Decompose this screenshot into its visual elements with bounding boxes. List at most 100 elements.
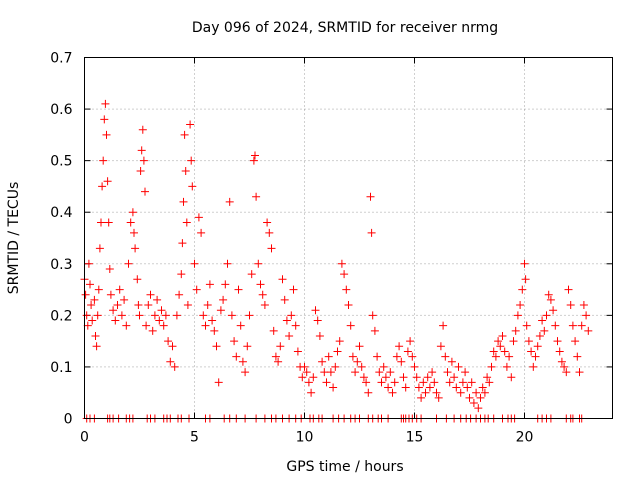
data-point [300,362,309,371]
data-point [234,285,243,294]
data-point [93,311,102,320]
data-point [491,352,500,361]
data-point [164,337,173,346]
data-point [111,316,120,325]
data-point [346,321,355,330]
data-point [95,244,104,253]
data-point [194,213,203,222]
plot-frame [84,57,613,419]
data-point [155,316,164,325]
data-point [324,352,333,361]
data-point [474,404,483,413]
data-point [197,228,206,237]
data-point [469,399,478,408]
data-point [441,352,450,361]
data-point [483,373,492,382]
data-point [564,285,573,294]
data-point [584,326,593,335]
y-tick-label: 0.2 [50,308,72,324]
data-point [414,383,423,392]
data-point [575,368,584,377]
data-point [535,331,544,340]
data-point [293,347,302,356]
data-point [311,306,320,315]
data-point [148,326,157,335]
x-tick-label: 15 [406,430,424,446]
data-point [83,321,92,330]
data-point [307,388,316,397]
data-point [178,239,187,248]
data-point [81,290,90,299]
data-point [582,311,591,320]
data-point [168,342,177,351]
data-point [540,326,549,335]
data-point [359,373,368,382]
data-point [203,301,212,310]
data-point [247,270,256,279]
data-point [461,368,470,377]
data-point [309,373,318,382]
data-point [516,301,525,310]
data-point [557,357,566,366]
data-point [113,301,122,310]
data-point [487,362,496,371]
data-point [362,378,371,387]
data-point [577,321,586,330]
data-point [465,393,474,402]
x-tick-label: 10 [296,430,314,446]
data-point [340,270,349,279]
data-point [390,378,399,387]
y-tick-label: 0.6 [50,102,72,118]
data-point [364,388,373,397]
data-point [551,321,560,330]
data-point [367,228,376,237]
data-point [199,311,208,320]
data-point [342,285,351,294]
data-point [434,393,443,402]
data-point [379,362,388,371]
data-point [285,331,294,340]
data-point [166,357,175,366]
data-point [90,295,99,304]
data-point [531,352,540,361]
data-point [102,130,111,139]
data-point [386,368,395,377]
data-point [472,388,481,397]
data-point [263,218,272,227]
data-point [180,130,189,139]
data-point [271,352,280,361]
data-point [553,337,562,346]
data-point [485,378,494,387]
data-point [302,368,311,377]
data-point [136,166,145,175]
data-point [146,290,155,299]
data-point [170,362,179,371]
data-point [375,368,384,377]
data-point [159,321,168,330]
x-tick-label: 20 [516,430,534,446]
data-point [208,316,217,325]
data-point [214,378,223,387]
data-point [568,321,577,330]
data-point [454,362,463,371]
data-point [84,259,93,268]
data-point [192,285,201,294]
data-point [87,301,96,310]
data-point [494,337,503,346]
data-point [573,352,582,361]
data-point [120,295,129,304]
data-point [344,301,353,310]
data-point [243,342,252,351]
data-point [276,342,285,351]
data-point [88,316,97,325]
data-point [269,326,278,335]
data-point [353,357,362,366]
data-point [549,306,558,315]
data-point [258,290,267,299]
data-point [368,311,377,320]
data-point [521,275,530,284]
data-point [267,244,276,253]
data-point [566,301,575,310]
data-point [351,368,360,377]
data-point [298,373,307,382]
